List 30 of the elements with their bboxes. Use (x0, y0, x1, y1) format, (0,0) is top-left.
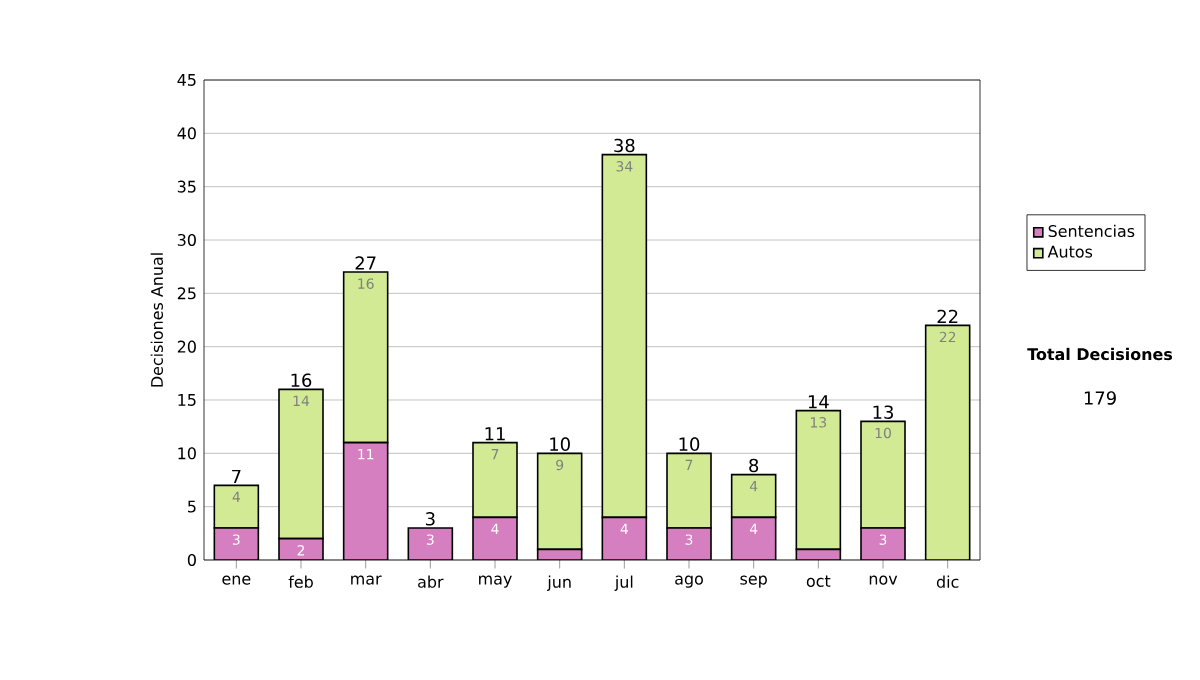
bar (601, 153, 648, 519)
total-label: 14 (808, 395, 829, 409)
bar (924, 324, 971, 560)
bar (408, 528, 453, 560)
bar (343, 442, 388, 560)
bar (214, 528, 259, 560)
bar (860, 420, 906, 529)
bar (666, 452, 712, 529)
total-label: 10 (550, 437, 570, 451)
total-label: 10 (679, 437, 700, 451)
text: 179 (1084, 391, 1116, 405)
total-label: 38 (614, 138, 635, 153)
total-label: 11 (485, 427, 505, 441)
total-label: 8 (749, 458, 759, 473)
total-label: 27 (355, 256, 376, 270)
total-label: 16 (291, 373, 312, 387)
total-label: 13 (873, 405, 893, 419)
bar (213, 484, 260, 529)
bar (473, 517, 517, 560)
bar (536, 452, 583, 551)
bar (278, 388, 324, 540)
total-label: 3 (426, 512, 435, 526)
bar (795, 409, 842, 551)
total-label: 7 (232, 469, 241, 483)
bar (342, 271, 389, 444)
total-label: 22 (937, 309, 958, 323)
bar (730, 473, 777, 519)
bar (472, 441, 518, 519)
bar (602, 517, 647, 560)
bar (731, 517, 776, 560)
